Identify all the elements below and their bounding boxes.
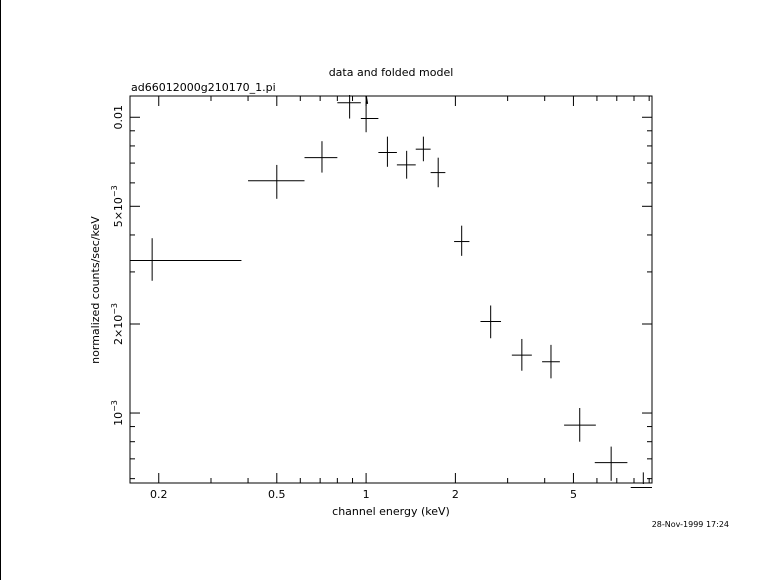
y-tick-label-base: 2×10 xyxy=(112,315,125,345)
y-tick-label: 5×10−3 xyxy=(110,185,125,227)
y-axis-tick-labels: 10−32×10−35×10−30.01 xyxy=(110,105,125,426)
y-tick-label-exponent: −3 xyxy=(110,303,119,315)
folded-model-line xyxy=(365,95,369,104)
x-tick-label: 0.2 xyxy=(150,488,168,501)
x-axis-label: channel energy (keV) xyxy=(332,505,450,518)
data-point xyxy=(378,136,397,167)
y-tick-label: 0.01 xyxy=(112,105,125,130)
data-point xyxy=(337,95,361,119)
data-point xyxy=(594,446,628,481)
y-tick-label-base: 10 xyxy=(112,412,125,426)
data-point xyxy=(454,225,470,256)
data-point xyxy=(130,238,242,281)
x-tick-label: 5 xyxy=(570,488,577,501)
plot-frame xyxy=(129,95,653,484)
y-tick-label: 10−3 xyxy=(110,400,125,426)
x-axis-tick-labels: 0.2 0.5 1 2 5 xyxy=(150,488,577,501)
timestamp: 28-Nov-1999 17:24 xyxy=(652,520,729,529)
data-point xyxy=(630,472,652,489)
y-tick-label: 2×10−3 xyxy=(110,303,125,345)
data-point xyxy=(542,344,560,379)
x-tick-label: 1 xyxy=(363,488,370,501)
data-point xyxy=(396,150,416,179)
data-point xyxy=(248,164,305,199)
y-tick-label-exponent: −3 xyxy=(110,185,119,197)
x-axis-ticks xyxy=(158,96,650,483)
data-points xyxy=(130,95,652,489)
x-tick-label: 2 xyxy=(452,488,459,501)
y-tick-label-base: 0.01 xyxy=(112,105,125,130)
chart-subtitle: ad66012000g210170_1.pi xyxy=(131,81,276,94)
y-axis-ticks xyxy=(130,116,652,480)
data-point xyxy=(304,141,338,173)
y-tick-label-exponent: −3 xyxy=(110,400,119,412)
data-point xyxy=(430,157,446,188)
data-point xyxy=(415,136,431,162)
data-point xyxy=(564,407,596,442)
data-point xyxy=(511,338,532,371)
window-left-border xyxy=(0,0,1,580)
y-axis-label: normalized counts/sec/keV xyxy=(89,216,102,364)
x-tick-label: 0.5 xyxy=(268,488,286,501)
chart-title: data and folded model xyxy=(329,66,454,79)
data-point xyxy=(360,101,379,133)
y-tick-label-base: 5×10 xyxy=(112,197,125,227)
data-point xyxy=(480,305,502,339)
